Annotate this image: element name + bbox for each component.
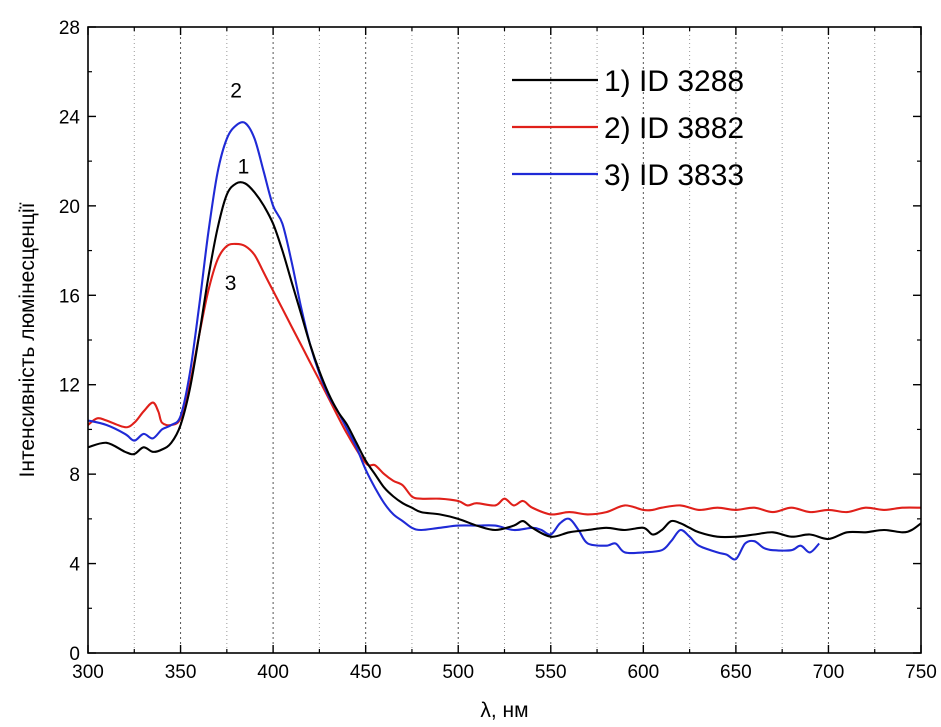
peak-label-1: 1 [238, 156, 250, 179]
x-tick-label: 750 [905, 662, 937, 683]
legend-entry-2: 2) ID 3882 [604, 112, 744, 145]
x-grid-lines [133, 27, 876, 653]
x-tick-label: 500 [442, 662, 474, 683]
y-axis-title: Інтенсивність люмінесценції [16, 202, 39, 477]
y-tick-label: 12 [59, 376, 80, 397]
x-tick-label: 450 [350, 662, 382, 683]
x-tick-label: 600 [627, 662, 659, 683]
y-tick-label: 24 [59, 107, 81, 128]
y-tick-label: 28 [59, 18, 80, 39]
legend-entry-1: 1) ID 3288 [604, 65, 744, 98]
peak-label-3: 3 [225, 272, 237, 295]
y-tick-label: 0 [69, 644, 80, 665]
y-tick-label: 4 [69, 555, 80, 576]
peak-annotations: 2 1 3 [225, 80, 250, 295]
series-line-3 [87, 121, 820, 561]
series-layer [87, 121, 922, 561]
x-axis-title: λ, нм [480, 699, 528, 722]
legend-entry-3: 3) ID 3833 [604, 159, 744, 192]
series-line-1 [87, 181, 922, 541]
x-tick-label: 700 [813, 662, 845, 683]
x-tick-label: 350 [165, 662, 197, 683]
y-tick-label: 8 [69, 465, 80, 486]
legend: 1) ID 3288 2) ID 3882 3) ID 3833 [512, 65, 744, 192]
peak-label-2: 2 [230, 80, 242, 103]
y-tick-label: 20 [59, 197, 80, 218]
axis-ticks: 300 350 400 450 500 550 600 650 700 7500481216202… [59, 18, 937, 683]
x-tick-label: 300 [72, 662, 104, 683]
x-tick-label: 400 [257, 662, 289, 683]
x-tick-label: 650 [720, 662, 752, 683]
x-tick-label: 550 [535, 662, 567, 683]
y-tick-label: 16 [59, 286, 80, 307]
